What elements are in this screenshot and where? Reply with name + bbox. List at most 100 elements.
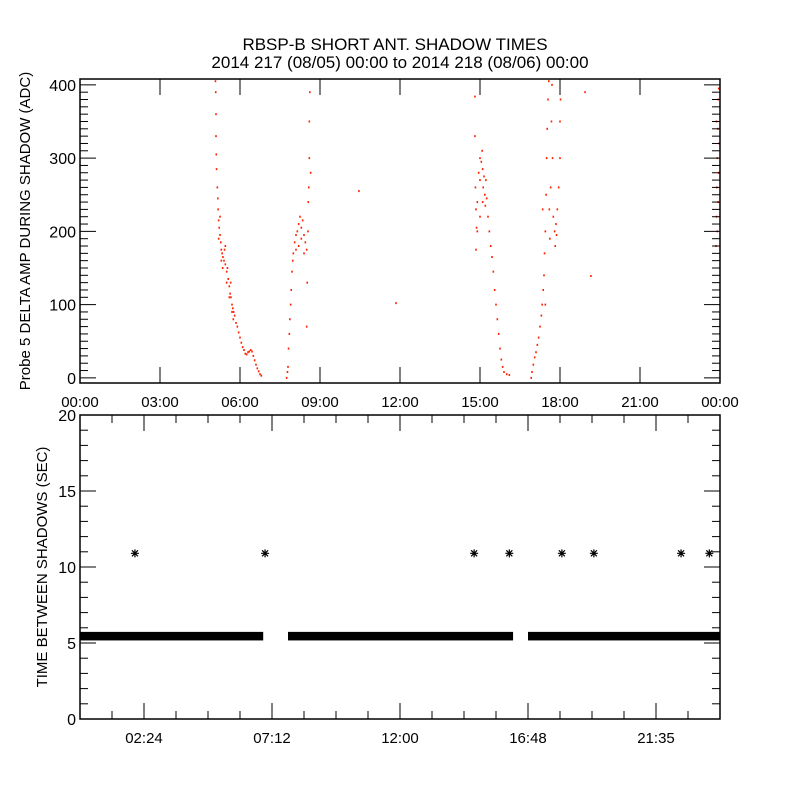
data-point	[289, 318, 291, 321]
dense-band-1	[288, 631, 514, 641]
data-point	[226, 266, 229, 269]
y-tick-label: 0	[67, 712, 76, 729]
data-point	[225, 270, 228, 273]
data-point	[547, 98, 549, 101]
dense-band-0	[80, 631, 264, 641]
data-point	[559, 157, 561, 160]
data-point	[495, 303, 497, 306]
data-point	[308, 157, 311, 160]
plot-frame	[79, 78, 721, 384]
chart-title: RBSP-B SHORT ANT. SHADOW TIMES	[242, 35, 547, 54]
data-point	[239, 336, 241, 339]
data-point	[479, 179, 481, 182]
data-point	[497, 332, 500, 335]
y-tick-label: 20	[58, 408, 76, 425]
y-axis-label: TIME BETWEEN SHADOWS (SEC)	[34, 447, 51, 688]
y-tick-label: 200	[49, 224, 76, 241]
data-point	[677, 549, 686, 558]
data-point	[306, 281, 308, 284]
data-point	[130, 549, 139, 558]
data-point	[481, 201, 484, 204]
data-point	[484, 193, 486, 196]
x-tick-label: 21:00	[621, 394, 659, 411]
data-point	[221, 266, 224, 269]
data-point	[295, 248, 297, 251]
data-point	[260, 374, 263, 377]
data-point	[216, 186, 219, 189]
data-point	[532, 363, 535, 366]
data-point	[307, 201, 310, 204]
data-point	[215, 113, 217, 116]
data-point	[544, 230, 547, 233]
data-point	[717, 87, 720, 90]
data-point	[530, 376, 532, 379]
data-point	[248, 350, 251, 353]
x-tick-label: 03:00	[141, 394, 179, 411]
data-point	[487, 215, 489, 218]
x-tick-label: 18:00	[541, 394, 579, 411]
data-point	[220, 259, 223, 262]
x-tick-label: 02:24	[125, 730, 163, 747]
x-tick-label: 21:35	[637, 730, 675, 747]
data-point	[308, 186, 310, 189]
data-point	[535, 351, 537, 354]
data-point	[540, 314, 543, 317]
data-point	[251, 350, 253, 353]
data-point	[223, 259, 225, 262]
data-point	[537, 336, 540, 339]
data-point	[219, 234, 221, 237]
data-point	[503, 371, 505, 374]
data-point	[508, 373, 511, 376]
data-point	[295, 234, 297, 237]
x-tick-label: 15:00	[461, 394, 499, 411]
data-point	[225, 281, 228, 284]
data-point	[255, 363, 257, 366]
x-tick-label: 06:00	[221, 394, 259, 411]
data-point	[253, 359, 256, 362]
data-point	[303, 252, 305, 255]
data-point	[491, 256, 493, 259]
data-point	[531, 371, 533, 374]
data-point	[309, 91, 311, 94]
data-point	[231, 303, 233, 306]
data-point	[287, 365, 289, 368]
data-point	[584, 91, 586, 94]
data-point	[303, 234, 305, 237]
data-point	[589, 549, 598, 558]
data-point	[493, 288, 496, 291]
x-tick-label: 07:12	[253, 730, 291, 747]
data-point	[475, 226, 478, 229]
data-point	[475, 208, 477, 211]
data-point	[542, 288, 544, 291]
data-point	[474, 95, 476, 98]
data-point	[217, 197, 219, 200]
data-point	[289, 303, 292, 306]
data-point	[476, 201, 479, 204]
data-point	[555, 234, 558, 237]
data-point	[590, 275, 592, 278]
data-point	[296, 230, 299, 233]
y-tick-label: 300	[49, 151, 76, 168]
data-point	[554, 245, 556, 248]
data-point	[485, 179, 487, 182]
data-point	[286, 371, 289, 374]
x-tick-label: 12:00	[381, 730, 419, 747]
data-point	[292, 252, 295, 255]
data-point	[224, 245, 227, 248]
data-point	[549, 237, 551, 240]
data-point	[541, 208, 544, 211]
data-point	[505, 549, 514, 558]
data-point	[229, 292, 231, 295]
data-point	[232, 318, 235, 321]
data-point	[235, 321, 237, 324]
amplitude-panel: 0 100 200 300 400 00:00 03:00 06:00 09:00 12:00 15…	[17, 72, 739, 411]
data-point	[241, 346, 244, 349]
data-point	[287, 347, 290, 350]
data-point	[215, 168, 218, 171]
data-point	[217, 237, 220, 240]
data-point	[252, 354, 255, 357]
y-tick-label: 10	[58, 560, 76, 577]
data-point	[308, 120, 311, 123]
data-point	[236, 325, 239, 328]
data-point	[395, 302, 397, 305]
